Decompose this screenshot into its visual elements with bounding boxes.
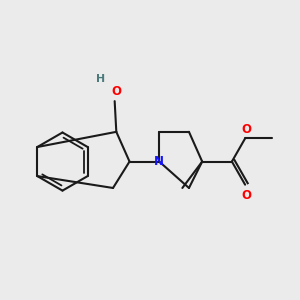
Text: O: O xyxy=(242,189,251,202)
Text: H: H xyxy=(96,74,105,84)
Text: N: N xyxy=(154,155,164,168)
Text: O: O xyxy=(111,85,121,98)
Text: O: O xyxy=(242,124,251,136)
